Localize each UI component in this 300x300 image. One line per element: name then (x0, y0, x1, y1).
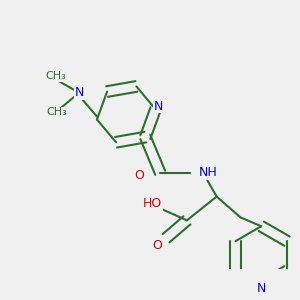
Text: HO: HO (143, 197, 162, 211)
Text: O: O (152, 239, 162, 252)
Text: O: O (134, 169, 144, 182)
Text: N: N (74, 86, 84, 99)
Text: CH₃: CH₃ (45, 71, 66, 81)
Text: N: N (256, 282, 266, 295)
Text: N: N (154, 100, 163, 113)
Text: NH: NH (199, 166, 218, 179)
Text: CH₃: CH₃ (46, 107, 67, 117)
